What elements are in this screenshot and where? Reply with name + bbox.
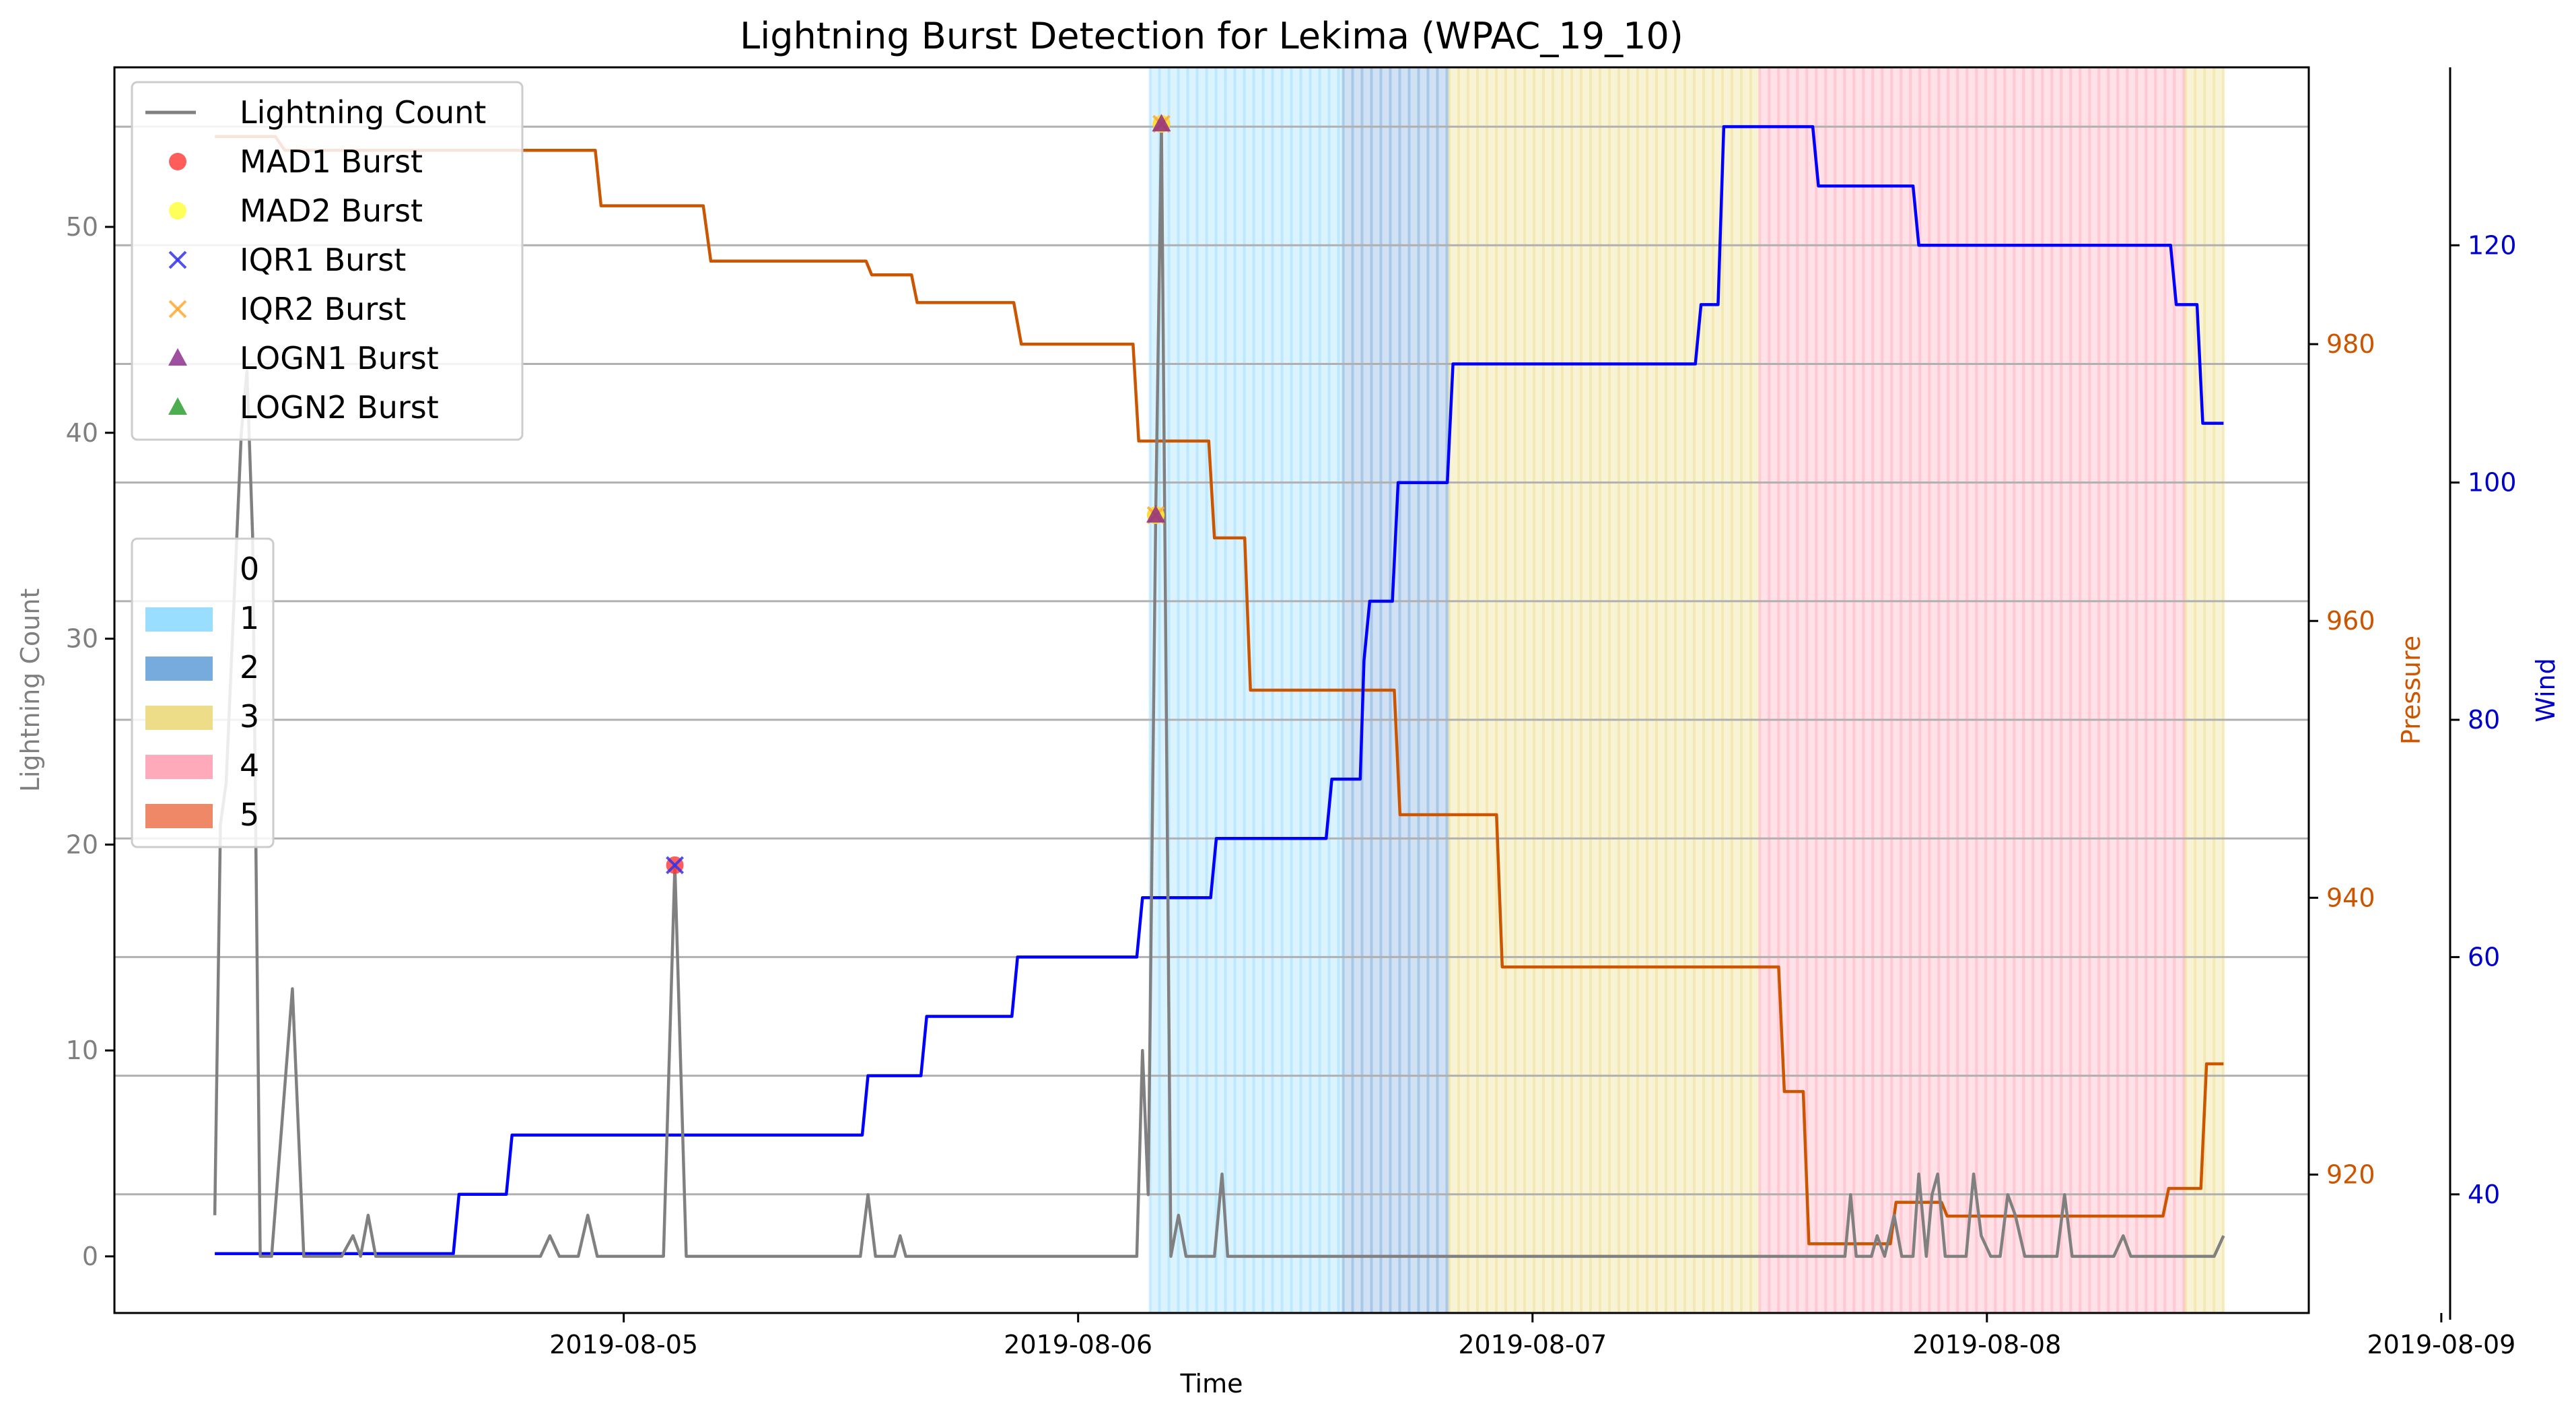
legend-bursts: Lightning Count MAD1 Burst MAD2 Burst IQR1 … [131,81,524,441]
plot-frame [113,66,2310,1314]
burst-marker [1146,505,1166,523]
legend-entry: 0 [240,551,259,587]
legend-label: IQR1 Burst [240,242,406,278]
legend-marker-swatch [168,250,187,269]
chart-series [213,122,2225,1258]
lightning-tick-label: 10 [66,1036,98,1065]
lightning-count-line [213,122,2225,1258]
legend-label: LOGN2 Burst [240,389,439,426]
lightning-tick-label: 0 [82,1242,98,1271]
pressure-axis-label: Pressure [2396,636,2426,745]
legend-label: 5 [240,797,259,833]
marker-stroke [168,300,187,318]
legend-entry: Lightning Count [145,94,486,131]
pressure-tick-label: 960 [2326,606,2375,636]
x-axis: 2019-08-05 2019-08-06 2019-08-07 2019-08-08… [549,1313,2515,1359]
x-tick-label: 2019-08-08 [1912,1330,2061,1359]
legend-entry: IQR2 Burst [168,291,406,327]
legend-label: 0 [240,551,259,587]
pressure-axis: 920 940 960 980 [2309,329,2375,1189]
legend-label: IQR2 Burst [240,291,406,327]
wind-axis-label: Wind [2531,658,2561,722]
legend-color-swatch [145,656,213,681]
pressure-tick-label: 940 [2326,883,2375,912]
marker-stroke [168,250,187,269]
marker-stroke [666,856,684,875]
category-band-3 [1449,67,1760,1313]
lightning-tick-label: 20 [66,830,98,859]
x-tick-label: 2019-08-06 [1004,1330,1152,1359]
legend-entry: 1 [145,600,259,636]
wind-tick-label: 100 [2468,468,2517,498]
lightning-axis: 0 10 20 30 40 50 [66,212,114,1271]
legend-color-swatch [145,755,213,779]
pressure-line [215,135,2224,1246]
x-axis-label: Time [1180,1369,1243,1398]
legend-marker-swatch [168,300,187,318]
legend-marker-swatch [168,348,187,366]
lightning-axis-label: Lightning Count [15,588,45,793]
burst-markers [666,114,1171,875]
legend-label: Lightning Count [240,94,486,131]
legend-color-swatch [145,706,213,730]
x-tick-label: 2019-08-07 [1458,1330,1607,1359]
x-tick-label: 2019-08-09 [2367,1330,2515,1359]
lightning-tick-label: 40 [66,418,98,448]
wind-tick-label: 40 [2468,1180,2500,1209]
legend-marker-swatch [168,397,187,415]
legend-marker-swatch [169,153,186,170]
pressure-tick-label: 920 [2326,1159,2375,1189]
legend-bursts-frame [131,81,524,441]
burst-marker [666,856,684,875]
legend-entry: MAD1 Burst [169,143,423,180]
legend-label: 1 [240,600,259,636]
lightning-tick-label: 50 [66,212,98,242]
legend-entry: MAD2 Burst [169,193,423,229]
legend-label: 2 [240,649,259,685]
pressure-tick-label: 980 [2326,329,2375,359]
legend-label: MAD1 Burst [240,143,423,180]
burst-marker [1152,114,1171,132]
legend-entry: 3 [145,698,259,735]
lightning-tick-label: 30 [66,624,98,654]
legend-entry: LOGN1 Burst [168,340,439,376]
wind-tick-label: 80 [2468,705,2500,735]
x-tick-label: 2019-08-05 [549,1330,698,1359]
wind-line [215,125,2224,1256]
legend-label: LOGN1 Burst [240,340,439,376]
legend-label: 4 [240,747,259,784]
wind-axis: 40 60 80 100 120 [2449,67,2517,1320]
legend-entry: 5 [145,797,259,833]
wind-tick-label: 60 [2468,942,2500,972]
legend-color-swatch [145,804,213,828]
legend-marker-swatch [169,202,186,220]
legend-entry: IQR1 Burst [168,242,406,278]
legend-categories: 0 1 2 3 4 5 [131,537,275,848]
chart-title: Lightning Burst Detection for Lekima (WP… [740,15,1683,57]
legend-entry: LOGN2 Burst [168,389,439,426]
legend-entry: 4 [145,747,259,784]
legend-label: MAD2 Burst [240,193,423,229]
legend-color-swatch [145,607,213,632]
legend-entry: 2 [145,649,259,685]
legend-label: 3 [240,698,259,735]
category-band-4 [1760,67,2186,1313]
wind-tick-label: 120 [2468,230,2517,260]
